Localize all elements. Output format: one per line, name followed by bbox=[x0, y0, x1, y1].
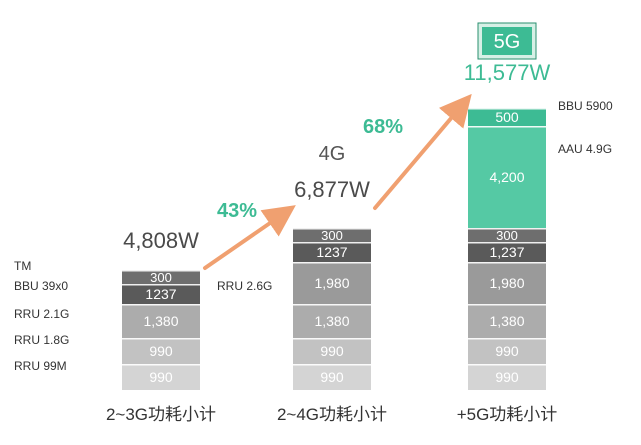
segment-divider bbox=[468, 108, 546, 110]
component-label: BBU 39x0 bbox=[14, 279, 68, 293]
data-label: 300 bbox=[321, 228, 343, 243]
bar-segment bbox=[468, 228, 546, 242]
bar-segment bbox=[293, 364, 371, 390]
data-label: 990 bbox=[149, 369, 173, 385]
bar-segment bbox=[293, 242, 371, 262]
data-label: 990 bbox=[320, 369, 344, 385]
bar-segment bbox=[293, 228, 371, 242]
segment-divider bbox=[293, 338, 371, 340]
data-label: 990 bbox=[495, 343, 519, 359]
data-label: 4,200 bbox=[489, 169, 524, 185]
segment-divider bbox=[293, 304, 371, 306]
component-label: TM bbox=[14, 259, 31, 273]
bar-segment bbox=[468, 262, 546, 304]
5g-badge bbox=[482, 27, 532, 55]
segment-divider bbox=[293, 242, 371, 244]
segment-divider bbox=[468, 338, 546, 340]
data-label: 990 bbox=[495, 369, 519, 385]
segment-divider bbox=[293, 364, 371, 366]
bar-segment bbox=[293, 262, 371, 304]
growth-percent: 43% bbox=[217, 200, 257, 222]
data-label: 300 bbox=[150, 270, 172, 285]
data-label: 1,380 bbox=[143, 313, 178, 329]
bar-segment bbox=[293, 338, 371, 364]
component-label: RRU 2.6G bbox=[217, 279, 272, 293]
data-label: 1,980 bbox=[314, 275, 349, 291]
segment-divider bbox=[122, 270, 200, 272]
category-label: 2~4G功耗小计 bbox=[277, 405, 387, 424]
bar-segment bbox=[122, 304, 200, 338]
bars-layer: 9909901,38012373002~3G功耗小计4,808W9909901,… bbox=[106, 60, 557, 424]
category-label: +5G功耗小计 bbox=[457, 405, 558, 424]
bar-segment bbox=[468, 364, 546, 390]
bar-segment bbox=[468, 242, 546, 262]
bar-segment bbox=[468, 126, 546, 228]
segment-divider bbox=[468, 262, 546, 264]
component-label: RRU 99M bbox=[14, 359, 67, 373]
segment-divider bbox=[122, 304, 200, 306]
component-label: RRU 1.8G bbox=[14, 333, 69, 347]
growth-arrow bbox=[373, 93, 472, 210]
segment-divider bbox=[122, 284, 200, 286]
category-label: 2~3G功耗小计 bbox=[106, 405, 216, 424]
bar-segment bbox=[122, 364, 200, 390]
data-label: 1,980 bbox=[489, 275, 524, 291]
data-label: 1237 bbox=[145, 286, 176, 302]
total-label: 11,577W bbox=[464, 60, 551, 85]
segment-divider bbox=[122, 364, 200, 366]
segment-divider bbox=[468, 126, 546, 128]
segment-divider bbox=[468, 242, 546, 244]
growth-percent: 68% bbox=[363, 116, 403, 138]
generation-label-4g: 4G bbox=[319, 143, 346, 165]
overlays-layer: 4G 5G 43% 68% TM BBU 39x0 RRU 2.1G RRU 1.8G RRU … bbox=[14, 22, 613, 373]
data-label: 990 bbox=[320, 343, 344, 359]
bar-segment bbox=[122, 284, 200, 304]
data-label: 1,237 bbox=[489, 244, 524, 260]
segment-divider bbox=[468, 228, 546, 230]
data-label: 1237 bbox=[316, 244, 347, 260]
data-label: 990 bbox=[149, 343, 173, 359]
segment-divider bbox=[468, 304, 546, 306]
segment-divider bbox=[293, 228, 371, 230]
data-label: 1,380 bbox=[489, 313, 524, 329]
data-label: 300 bbox=[496, 228, 518, 243]
component-label: BBU 5900 bbox=[558, 99, 613, 113]
total-label: 6,877W bbox=[294, 177, 370, 202]
data-label: 500 bbox=[495, 109, 519, 125]
growth-arrow bbox=[203, 205, 296, 270]
segment-divider bbox=[122, 338, 200, 340]
segment-divider bbox=[293, 262, 371, 264]
bar-segment bbox=[468, 108, 546, 126]
bar-segment bbox=[122, 270, 200, 284]
bar-segment bbox=[293, 304, 371, 338]
segment-divider bbox=[468, 364, 546, 366]
generation-label-5g: 5G bbox=[494, 31, 521, 53]
bar-segment bbox=[122, 338, 200, 364]
total-label: 4,808W bbox=[123, 228, 199, 253]
data-label: 1,380 bbox=[314, 313, 349, 329]
bar-segment bbox=[468, 338, 546, 364]
component-label: RRU 2.1G bbox=[14, 307, 69, 321]
component-label: AAU 4.9G bbox=[558, 142, 612, 156]
bar-segment bbox=[468, 304, 546, 338]
